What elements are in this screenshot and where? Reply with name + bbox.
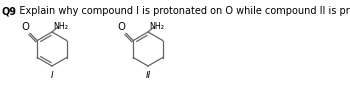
Text: Q9: Q9 xyxy=(2,6,17,16)
Text: I: I xyxy=(51,71,53,80)
Text: : Explain why compound I is protonated on O while compound II is protonated on N: : Explain why compound I is protonated o… xyxy=(13,6,350,16)
Text: NH₂: NH₂ xyxy=(54,22,69,31)
Text: NH₂: NH₂ xyxy=(149,22,164,31)
Text: II: II xyxy=(145,71,150,80)
Text: O: O xyxy=(117,22,125,32)
Text: O: O xyxy=(21,22,29,32)
